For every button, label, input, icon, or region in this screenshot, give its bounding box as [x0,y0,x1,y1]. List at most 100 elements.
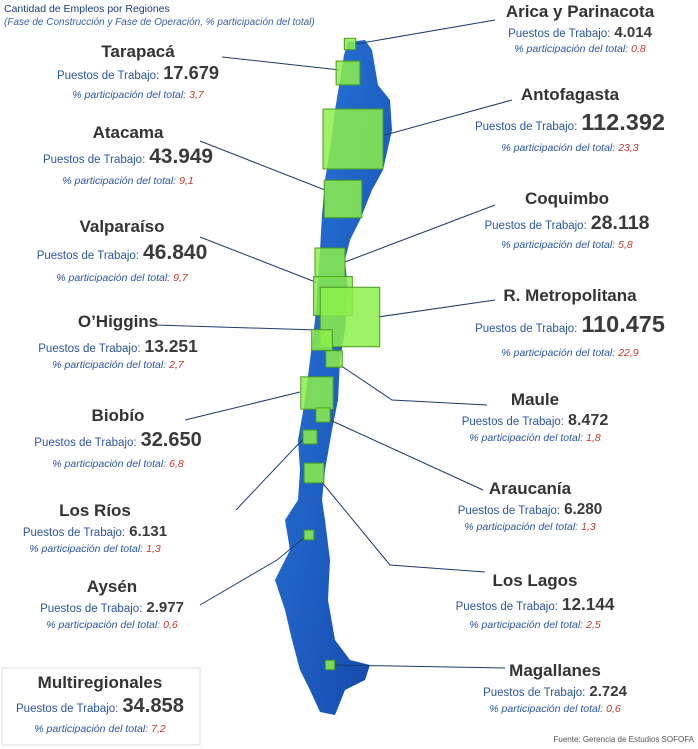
region-square [311,329,333,351]
region-name: Atacama [93,123,164,142]
share-label: % participación del total: [56,272,170,284]
region-name: Antofagasta [521,85,620,104]
jobs-line: Puestos de Trabajo: 43.949 [43,145,213,168]
leader-line [199,140,326,191]
share-line: % participación del total: 5,8 [501,239,633,251]
share-line: % participación del total: 1,3 [29,543,161,555]
region-square [322,108,384,170]
region-name: R. Metropolitana [503,286,637,305]
region-square [303,529,315,541]
region-name: Magallanes [509,661,601,680]
region-name: Tarapacá [101,42,175,61]
share-value: 6,8 [169,458,184,470]
jobs-label: Puestos de Trabajo: [37,250,139,262]
share-line: % participación del total: 22,9 [501,347,638,359]
region-square [315,407,331,423]
share-value: 22,9 [617,347,639,359]
leader-line [384,99,513,136]
jobs-line: Puestos de Trabajo: 13.251 [38,336,198,356]
jobs-value: 6.280 [564,501,602,518]
leader-line [199,536,306,606]
source: Fuente: Gerencia de Estudios SOFOFA [553,735,694,744]
share-value: 2,7 [168,359,185,371]
share-label: % participación del total: [501,142,615,154]
share-line: % participación del total: 9,7 [56,272,189,284]
share-label: % participación del total: [52,458,166,470]
multiregional-box [1,667,201,746]
region-name: Coquimbo [525,189,609,208]
share-label: % participación del total: [501,239,615,251]
jobs-value: 17.679 [163,62,219,83]
region-name: Maule [511,390,559,409]
jobs-value: 110.475 [581,311,665,337]
leader-line [221,56,341,71]
jobs-value: 6.131 [129,523,168,540]
share-label: % participación del total: [46,619,160,631]
region-name: Aysén [87,577,137,596]
jobs-value: 2.724 [589,683,627,700]
region-square [343,37,357,51]
share-line: % participación del total: 1,8 [469,432,601,444]
share-line: % participación del total: 0,8 [514,43,646,55]
region-square [335,60,361,86]
jobs-value: 8.472 [568,411,608,429]
leader-line [154,324,319,331]
title: Cantidad de Empleos por Regiones [4,3,170,15]
region-name: Los Ríos [59,501,131,520]
jobs-line: Puestos de Trabajo: 34.858 [16,695,184,717]
jobs-line: Puestos de Trabajo: 32.650 [34,429,201,451]
jobs-label: Puestos de Trabajo: [475,323,577,335]
share-value: 0,8 [631,43,646,55]
jobs-line: Puestos de Trabajo: 6.280 [458,501,602,518]
jobs-line: Puestos de Trabajo: 17.679 [57,62,219,83]
share-label: % participación del total: [34,723,148,735]
region-square [324,659,336,671]
jobs-line: Puestos de Trabajo: 6.131 [23,523,168,540]
share-value: 7,2 [151,723,166,735]
share-line: % participación del total: 7,2 [34,723,166,735]
share-line: % participación del total: 0,6 [489,703,621,715]
share-line: % participación del total: 23,3 [501,142,638,154]
jobs-label: Puestos de Trabajo: [508,28,610,40]
share-label: % participación del total: [514,43,628,55]
jobs-label: Puestos de Trabajo: [57,70,159,82]
leader-line [319,479,486,573]
jobs-value: 32.650 [141,429,202,451]
share-label: % participación del total: [464,521,578,533]
leader-line [355,19,496,45]
share-line: % participación del total: 0,6 [46,619,178,631]
region-name: Valparaíso [79,217,164,236]
jobs-line: Puestos de Trabajo: 110.475 [475,311,665,337]
jobs-label: Puestos de Trabajo: [40,603,142,615]
jobs-line: Puestos de Trabajo: 12.144 [456,594,615,614]
jobs-line: Puestos de Trabajo: 2.977 [40,599,184,616]
jobs-line: Puestos de Trabajo: 4.014 [508,24,652,41]
leader-line [184,391,301,421]
jobs-value: 28.118 [591,212,650,234]
jobs-label: Puestos de Trabajo: [483,687,585,699]
jobs-value: 12.144 [562,594,615,614]
share-line: % participación del total: 6,8 [52,458,184,470]
share-label: % participación del total: [501,347,615,359]
leader-line [334,664,506,669]
share-value: 5,8 [618,239,633,251]
region-square [300,376,334,410]
share-value: 9,7 [173,272,189,284]
jobs-value: 2.977 [146,599,184,616]
region-square [314,247,346,279]
jobs-value: 43.949 [149,145,213,168]
share-label: % participación del total: [469,619,583,631]
jobs-label: Puestos de Trabajo: [43,154,145,166]
jobs-label: Puestos de Trabajo: [456,601,558,613]
jobs-value: 46.840 [143,241,207,264]
region-square [323,179,363,219]
jobs-line: Puestos de Trabajo: 2.724 [483,683,627,700]
region-name: O’Higgins [78,312,158,331]
share-line: % participación del total: 9,1 [62,175,193,187]
region-name: Biobío [92,406,145,425]
share-label: % participación del total: [489,703,603,715]
share-value: 1,8 [586,432,601,444]
leader-line [339,364,488,406]
region-name: Araucanía [489,479,572,498]
leader-line [344,204,496,263]
